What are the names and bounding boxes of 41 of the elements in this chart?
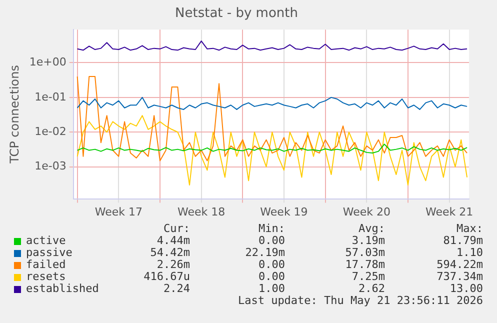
- text: 57.03m: [345, 246, 385, 259]
- text: 594.22m: [436, 258, 483, 271]
- text: 4.44m: [156, 234, 190, 247]
- y-tick-label: 1e+00: [29, 56, 66, 69]
- y-tick-label: 1e-01: [34, 90, 66, 104]
- text: 0.00: [258, 234, 285, 247]
- y-tick-label: 1e-02: [34, 124, 66, 138]
- legend-label: failed: [26, 258, 66, 271]
- text: 13.00: [450, 282, 483, 295]
- x-tick-label: Week 18: [177, 205, 226, 218]
- text: 2.24: [164, 282, 190, 295]
- text: 2.62: [358, 282, 385, 295]
- y-tick-label: 1e-03: [34, 160, 66, 173]
- y-axis-title: TCP connections: [7, 64, 22, 164]
- text: 0.00: [258, 258, 285, 271]
- x-tick-label: Week 21: [425, 205, 474, 218]
- text: Avg:: [358, 222, 385, 235]
- chart-title: Netstat - by month: [175, 6, 298, 22]
- text: 7.25m: [352, 270, 385, 283]
- legend-label: established: [26, 282, 99, 295]
- text: 737.34m: [436, 270, 483, 283]
- text: 1.10: [456, 246, 483, 259]
- text: 2.26m: [156, 258, 190, 271]
- legend-label: resets: [26, 270, 66, 283]
- text: Cur:: [164, 222, 190, 235]
- x-tick-label: Week 20: [342, 205, 390, 218]
- text: 22.19m: [245, 246, 285, 259]
- x-tick-label: Week 19: [260, 205, 308, 218]
- text: 0.00: [258, 270, 285, 283]
- text: 3.19m: [352, 234, 385, 247]
- text: 1.00: [258, 282, 285, 295]
- legend-label: passive: [26, 246, 72, 259]
- text: Max:: [456, 222, 483, 235]
- text: Last update: Thu May 21 23:56:11 2026: [238, 294, 483, 307]
- x-tick-label: Week 17: [94, 205, 142, 218]
- legend-label: active: [26, 234, 66, 247]
- text: Min:: [258, 222, 285, 235]
- text: 17.78m: [345, 258, 385, 271]
- text: 54.42m: [150, 246, 190, 259]
- text: 81.79m: [443, 234, 483, 247]
- text: 416.67u: [144, 270, 190, 283]
